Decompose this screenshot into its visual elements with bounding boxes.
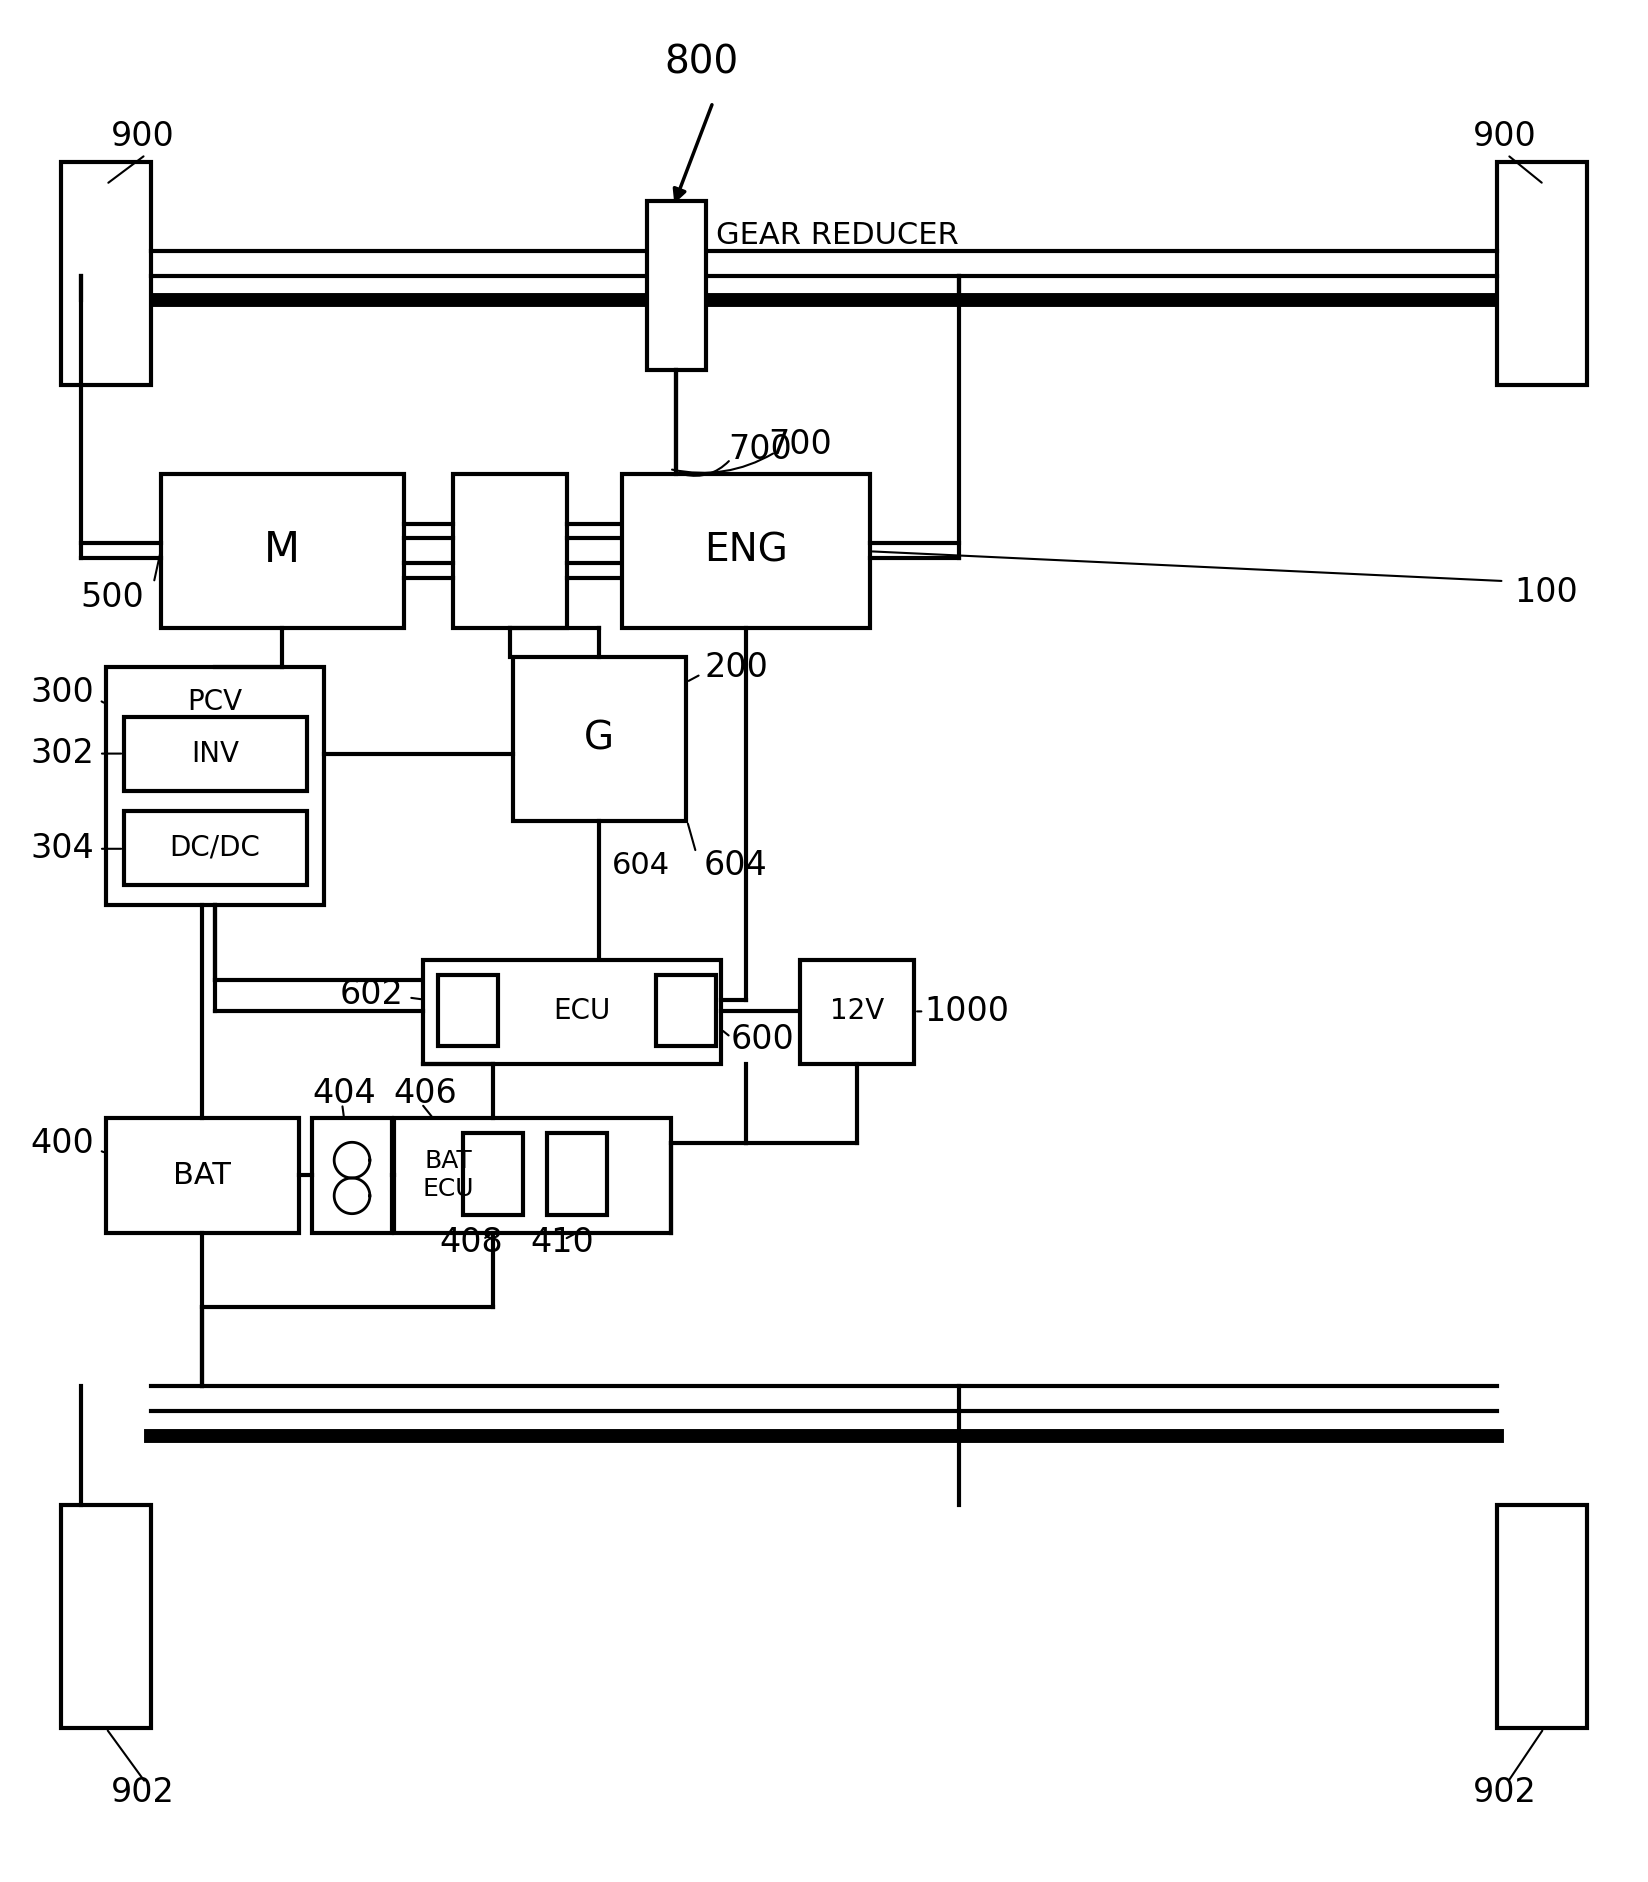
Text: 408: 408 <box>438 1225 503 1259</box>
Bar <box>656 975 715 1046</box>
Text: 604: 604 <box>611 851 671 881</box>
Text: 200: 200 <box>704 651 768 683</box>
Bar <box>394 1118 671 1233</box>
Text: 400: 400 <box>30 1127 94 1159</box>
Bar <box>463 1133 522 1214</box>
Text: ENG: ENG <box>704 531 788 570</box>
Text: 700: 700 <box>728 433 793 465</box>
Text: 1000: 1000 <box>925 996 1009 1028</box>
Bar <box>646 201 705 371</box>
Text: 900: 900 <box>110 120 175 152</box>
Text: 500: 500 <box>81 582 143 614</box>
Text: 302: 302 <box>30 738 94 770</box>
Bar <box>313 1118 392 1233</box>
Bar <box>124 811 308 885</box>
Text: M: M <box>264 529 300 572</box>
Text: 902: 902 <box>110 1777 175 1809</box>
Text: 700: 700 <box>768 427 832 461</box>
Text: G: G <box>583 719 615 758</box>
Text: 404: 404 <box>313 1077 376 1110</box>
Text: 100: 100 <box>1515 576 1577 610</box>
Bar <box>621 474 870 629</box>
Text: 600: 600 <box>730 1022 794 1056</box>
Bar <box>61 1506 150 1728</box>
Text: 12V: 12V <box>829 997 883 1026</box>
Bar <box>105 1118 300 1233</box>
Bar <box>1498 162 1587 384</box>
Text: DC/DC: DC/DC <box>170 834 260 862</box>
Bar <box>160 474 404 629</box>
Bar <box>1498 1506 1587 1728</box>
Text: PCV: PCV <box>188 689 242 715</box>
Text: ECU: ECU <box>554 997 611 1026</box>
Bar <box>801 960 915 1063</box>
Bar <box>547 1133 606 1214</box>
Text: 410: 410 <box>531 1225 593 1259</box>
Bar <box>438 975 498 1046</box>
Text: 800: 800 <box>664 43 738 81</box>
Bar <box>105 668 325 905</box>
Bar <box>453 474 567 629</box>
Text: INV: INV <box>191 740 239 768</box>
Text: BAT: BAT <box>173 1161 231 1189</box>
Text: 304: 304 <box>30 832 94 866</box>
Bar <box>424 960 720 1063</box>
Text: 602: 602 <box>339 979 404 1011</box>
Bar <box>513 657 686 821</box>
Text: 902: 902 <box>1473 1777 1538 1809</box>
Text: 406: 406 <box>394 1077 458 1110</box>
Text: GEAR REDUCER: GEAR REDUCER <box>715 222 959 250</box>
Text: 300: 300 <box>30 676 94 710</box>
Bar <box>124 717 308 790</box>
Text: 604: 604 <box>704 849 768 883</box>
Text: 900: 900 <box>1473 120 1538 152</box>
Bar <box>61 162 150 384</box>
Text: BAT
ECU: BAT ECU <box>422 1150 475 1201</box>
